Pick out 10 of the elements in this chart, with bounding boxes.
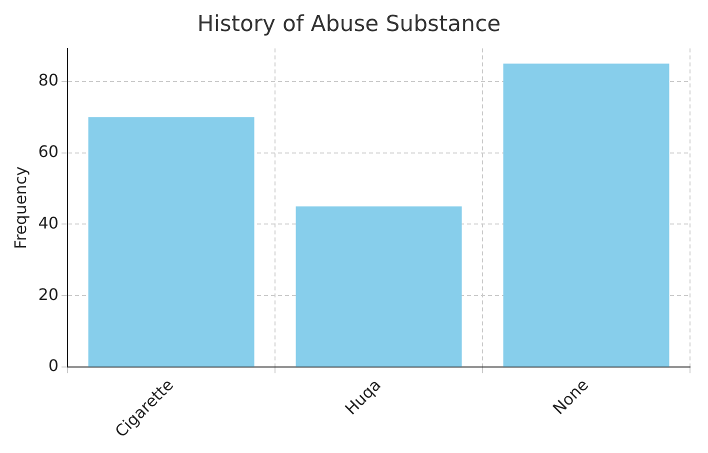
bar xyxy=(296,206,462,367)
bar xyxy=(503,64,670,367)
y-tick-label: 80 xyxy=(38,70,59,90)
y-tick-label: 20 xyxy=(38,284,59,304)
y-tick-label: 40 xyxy=(38,213,59,232)
y-tick-label: 0 xyxy=(48,356,59,376)
y-axis-title: Frequency xyxy=(10,166,30,250)
y-tick-label: 60 xyxy=(38,142,59,161)
chart-title: History of Abuse Substance xyxy=(197,12,501,37)
bar xyxy=(88,117,254,367)
